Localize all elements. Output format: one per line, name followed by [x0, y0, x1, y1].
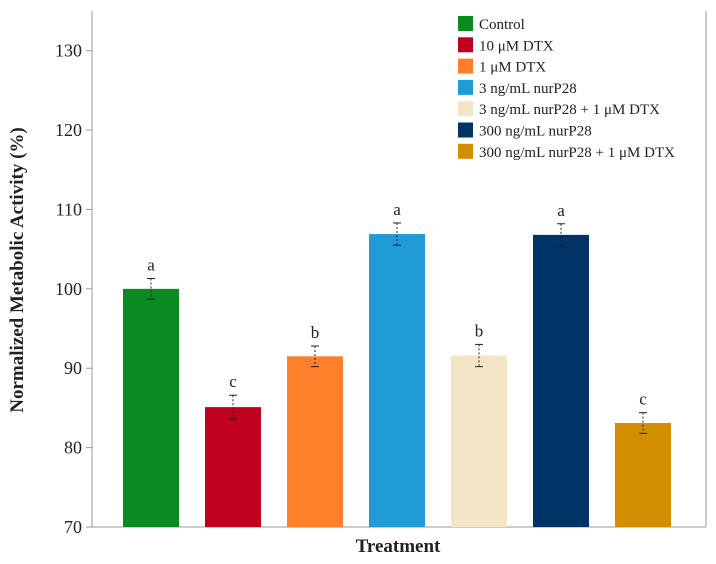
- legend-swatch: [458, 101, 473, 117]
- y-axis-label: Normalized Metabolic Activity (%): [7, 127, 28, 412]
- bar: [205, 407, 261, 527]
- legend-label: 10 μM DTX: [479, 38, 554, 54]
- legend-label: Control: [479, 17, 525, 33]
- legend-label: 3 ng/mL nurP28: [479, 81, 577, 97]
- bar: [533, 234, 589, 527]
- significance-label: a: [557, 201, 565, 220]
- significance-label: c: [229, 372, 237, 391]
- y-tick-label: 90: [64, 358, 82, 378]
- legend-label: 3 ng/mL nurP28 + 1 μM DTX: [479, 102, 660, 118]
- y-tick-label: 70: [64, 517, 82, 537]
- y-tick-label: 100: [55, 279, 82, 299]
- significance-label: b: [311, 323, 320, 342]
- legend-swatch: [458, 143, 473, 159]
- bars: a c b a b a c: [123, 200, 671, 527]
- significance-label: b: [475, 321, 484, 340]
- x-axis-label: Treatment: [356, 536, 441, 557]
- bar: [369, 234, 425, 527]
- legend-label: 1 μM DTX: [479, 60, 546, 76]
- significance-label: a: [147, 256, 155, 275]
- legend-label: 300 ng/mL nurP28: [479, 124, 592, 140]
- legend-swatch: [458, 16, 473, 31]
- significance-label: a: [393, 200, 401, 219]
- legend-swatch: [458, 58, 473, 74]
- bar: [287, 356, 343, 527]
- legend-swatch: [458, 122, 473, 138]
- y-tick-label: 120: [55, 120, 82, 140]
- bar: [123, 288, 179, 527]
- axes: 70 80 90 100 110 120 130: [55, 11, 707, 537]
- legend-swatch: [458, 79, 473, 95]
- y-tick-label: 110: [56, 199, 82, 219]
- legend-swatch: [458, 37, 473, 53]
- y-tick-label: 130: [55, 41, 82, 61]
- legend: Control 10 μM DTX 1 μM DTX 3 ng/mL nurP28 3 …: [458, 16, 675, 161]
- legend-label: 300 ng/mL nurP28 + 1 μM DTX: [479, 145, 675, 161]
- bar: [615, 423, 671, 527]
- y-tick-label: 80: [64, 438, 82, 458]
- bar: [451, 355, 507, 527]
- significance-label: c: [639, 390, 647, 409]
